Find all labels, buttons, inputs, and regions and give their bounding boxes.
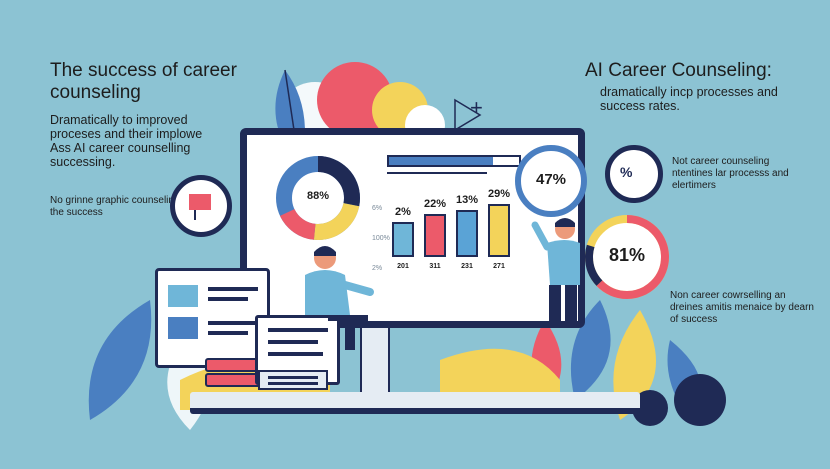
plus-icon: + xyxy=(470,95,483,120)
right-subtitle: dramatically incp processes and success … xyxy=(600,85,778,113)
left-note: No grinne graphic counseling the success xyxy=(50,195,180,218)
chart-bar xyxy=(424,214,446,257)
chart-x-label: 271 xyxy=(493,263,505,270)
right-note-1: Not career counseling ntentines lar proc… xyxy=(672,156,789,191)
right-note-2: Non career cowrselling an dreines amitis… xyxy=(670,290,814,325)
left-title: The success of career counseling xyxy=(50,60,237,103)
flag-icon-circle xyxy=(170,175,232,237)
chart-bar-label: 13% xyxy=(455,194,479,206)
left-body: Dramatically to improved proceses and th… xyxy=(50,113,203,169)
y-tick: 6% xyxy=(372,205,383,212)
laptop-stack xyxy=(258,370,328,390)
chart-bar-label: 2% xyxy=(395,206,411,218)
chart-x-label: 231 xyxy=(461,263,473,270)
flag-icon xyxy=(189,194,211,220)
document-card xyxy=(155,268,270,368)
monitor-stand xyxy=(190,392,640,414)
person-standing xyxy=(531,218,580,325)
donut-chart xyxy=(276,156,360,240)
monitor-neck xyxy=(360,328,390,392)
chart-bar xyxy=(488,204,510,257)
chart-bar xyxy=(456,210,478,257)
y-tick: 100% xyxy=(372,235,390,242)
chart-x-label: 201 xyxy=(397,263,409,270)
top-progress-bar xyxy=(387,155,521,167)
right-title: AI Career Counseling: xyxy=(585,60,772,81)
check-icon: % xyxy=(620,164,633,180)
ring-chart-81-value: 81% xyxy=(608,245,646,265)
bar-chart: 2% 201 22% 311 13% 231 29% 271 xyxy=(392,187,572,279)
chart-bar xyxy=(392,222,414,257)
chart-bar-label: 29% xyxy=(487,188,511,200)
top-progress-line xyxy=(387,172,487,174)
chart-x-label: 311 xyxy=(429,263,441,270)
y-tick: 2% xyxy=(372,265,383,272)
donut-label: 88% xyxy=(306,190,330,202)
progress-circle-top-value: 47% xyxy=(535,171,567,188)
chart-bar-label: 22% xyxy=(423,198,447,210)
check-icon-circle: % xyxy=(605,145,663,203)
person-sitting xyxy=(305,246,374,350)
ring-chart-81 xyxy=(585,215,669,299)
progress-circle-top: 47% xyxy=(515,145,587,217)
